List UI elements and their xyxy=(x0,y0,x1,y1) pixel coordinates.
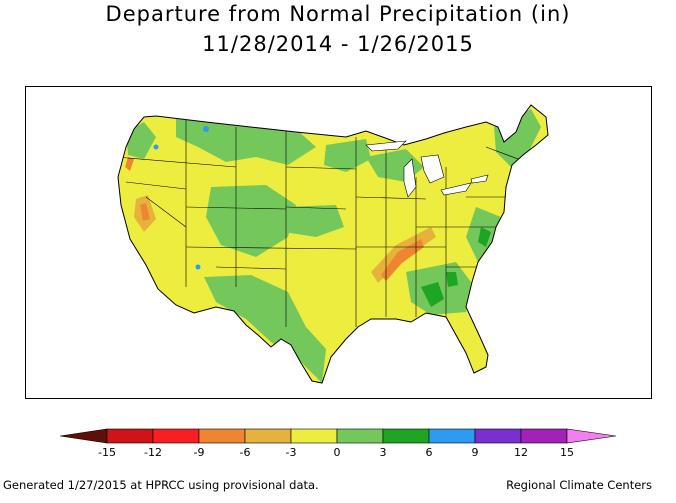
source-credit: Regional Climate Centers xyxy=(506,478,652,492)
great-lakes xyxy=(365,140,489,198)
generated-note: Generated 1/27/2015 at HPRCC using provi… xyxy=(3,478,319,492)
legend-swatch xyxy=(152,428,200,444)
legend-tick-label: -3 xyxy=(285,446,297,459)
legend-tick-label: 0 xyxy=(333,446,341,459)
legend-colorbar xyxy=(59,428,617,444)
legend-tick-label: -12 xyxy=(144,446,162,459)
legend-tick-label: -6 xyxy=(239,446,251,459)
legend-swatch xyxy=(428,428,476,444)
legend-tick-label: 9 xyxy=(471,446,479,459)
us-outline xyxy=(117,104,549,384)
legend-tick-label: -15 xyxy=(98,446,116,459)
legend-swatch xyxy=(520,428,568,444)
legend-tick-label: 12 xyxy=(514,446,528,459)
legend-swatch xyxy=(106,428,154,444)
state-boundaries xyxy=(118,117,527,327)
legend-tick-label: 15 xyxy=(560,446,574,459)
precipitation-departure-map xyxy=(25,86,652,399)
legend-swatch xyxy=(198,428,246,444)
legend-swatch xyxy=(244,428,292,444)
legend-tick-label: 3 xyxy=(379,446,387,459)
color-legend: -15 -12 -9 -6 -3 0 3 6 9 12 15 xyxy=(59,426,617,466)
legend-swatch xyxy=(382,428,430,444)
map-title: Departure from Normal Precipitation (in) xyxy=(105,2,571,26)
legend-tick-label: 6 xyxy=(425,446,433,459)
legend-arrow-high xyxy=(566,428,617,444)
map-date-range: 11/28/2014 - 1/26/2015 xyxy=(202,32,474,56)
legend-swatch xyxy=(474,428,522,444)
legend-swatch xyxy=(290,428,338,444)
legend-tick-label: -9 xyxy=(193,446,205,459)
legend-swatch xyxy=(336,428,384,444)
us-states-shading xyxy=(118,105,548,383)
legend-arrow-low xyxy=(59,428,108,444)
